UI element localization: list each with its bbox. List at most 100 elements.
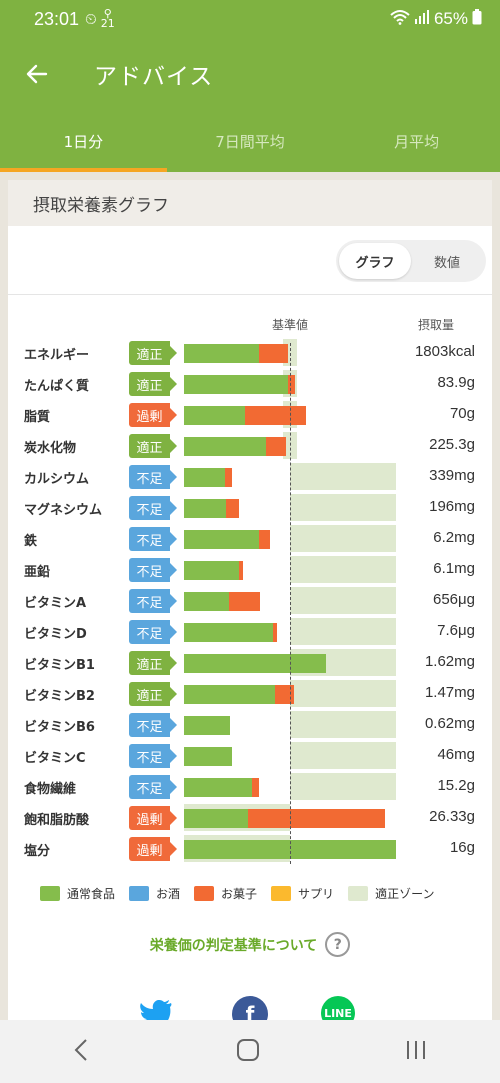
intake-bar	[184, 344, 288, 363]
nutrient-name: ビタミンA	[24, 596, 87, 611]
bar-segment-snack	[265, 437, 286, 456]
bar-segment-food	[184, 809, 248, 828]
nutrient-row: 飽和脂肪酸 過剰 26.33g	[8, 802, 492, 833]
alarm-icon: ⏲	[85, 10, 97, 28]
bar-segment-snack	[273, 623, 278, 642]
intake-value: 70g	[449, 405, 475, 422]
status-badge: 不足	[129, 713, 177, 737]
criteria-link[interactable]: 栄養価の判定基準について ?	[8, 932, 492, 957]
intake-value: 46mg	[437, 746, 475, 763]
bar-segment-snack	[226, 499, 240, 518]
bar-segment-snack	[287, 375, 296, 394]
legend-item: 適正ゾーン	[348, 885, 434, 902]
nutrient-row: 炭水化物 適正 225.3g	[8, 430, 492, 461]
legend-label: 適正ゾーン	[375, 887, 435, 901]
nutrient-name: 塩分	[24, 844, 51, 859]
nutrient-name: 飽和脂肪酸	[24, 813, 90, 828]
intake-bar	[184, 437, 286, 456]
status-bar: 23:01 ⏲ ⚲ 21 65%	[0, 0, 500, 38]
nutrient-row: マグネシウム 不足 196mg	[8, 492, 492, 523]
target-zone	[290, 680, 396, 707]
intake-value: 15.2g	[437, 777, 475, 794]
nutrient-name: ビタミンD	[24, 627, 87, 642]
intake-value: 656μg	[432, 591, 475, 608]
bar-segment-food	[184, 530, 260, 549]
legend-item: 通常食品	[40, 885, 115, 902]
intake-bar	[184, 468, 232, 487]
nutrient-row: ビタミンB2 適正 1.47mg	[8, 678, 492, 709]
status-badge: 不足	[129, 558, 177, 582]
header-intake: 摂取量	[418, 318, 455, 332]
intake-bar	[184, 530, 270, 549]
status-time: 23:01	[34, 8, 80, 29]
target-zone	[290, 711, 396, 738]
nutrient-row: カルシウム 不足 339mg	[8, 461, 492, 492]
system-nav-bar	[0, 1020, 500, 1083]
intake-bar	[184, 716, 230, 735]
tab-daily[interactable]: 1日分	[0, 110, 167, 172]
nutrient-name: 脂質	[24, 410, 51, 425]
legend-item: お菓子	[194, 885, 257, 902]
steps-indicator: ⚲ 21	[100, 7, 115, 30]
bar-segment-food	[184, 623, 274, 642]
target-zone	[290, 525, 396, 552]
nav-back-icon[interactable]	[72, 1038, 92, 1066]
steps-count: 21	[100, 17, 115, 30]
nutrient-row: ビタミンA 不足 656μg	[8, 585, 492, 616]
bar-segment-food	[184, 747, 232, 766]
legend: 通常食品 お酒 お菓子 サプリ 適正ゾーン	[40, 885, 434, 902]
status-badge: 適正	[129, 682, 177, 706]
nutrient-row: 脂質 過剰 70g	[8, 399, 492, 430]
intake-value: 1803kcal	[414, 343, 475, 360]
intake-value: 196mg	[429, 498, 475, 515]
bar-segment-food	[184, 437, 266, 456]
nutrient-name: ビタミンB2	[24, 689, 95, 704]
intake-bar	[184, 499, 240, 518]
intake-value: 26.33g	[429, 808, 475, 825]
back-button[interactable]	[0, 38, 74, 110]
page-title: アドバイス	[94, 64, 214, 90]
intake-bar	[184, 654, 327, 673]
intake-bar	[184, 747, 232, 766]
tab-monthly-average[interactable]: 月平均	[394, 132, 440, 151]
legend-swatch	[129, 886, 150, 901]
bar-segment-food	[184, 344, 260, 363]
bar-segment-food	[184, 468, 226, 487]
nutrient-rows: エネルギー 適正 1803kcal たんぱく質 適正 83.9g 脂質 過剰 70g 炭水化物 適正…	[8, 337, 492, 864]
status-badge: 不足	[129, 496, 177, 520]
intake-bar	[184, 778, 260, 797]
legend-swatch	[194, 886, 215, 901]
header-baseline: 基準値	[272, 318, 309, 332]
intake-value: 225.3g	[429, 436, 475, 453]
intake-bar	[184, 809, 386, 828]
intake-bar	[184, 561, 244, 580]
intake-bar	[184, 375, 296, 394]
wifi-icon	[390, 9, 410, 30]
tab-7day-average[interactable]: 7日間平均	[215, 132, 285, 151]
nutrient-row: 鉄 不足 6.2mg	[8, 523, 492, 554]
nav-recents-icon[interactable]	[404, 1039, 428, 1065]
numeric-view-button[interactable]: 数値	[433, 255, 460, 271]
nav-home-icon[interactable]	[236, 1038, 260, 1066]
bar-segment-snack	[275, 685, 295, 704]
status-badge: 不足	[129, 589, 177, 613]
bar-segment-food	[184, 561, 240, 580]
legend-label: 通常食品	[67, 887, 116, 901]
nutrient-row: 亜鉛 不足 6.1mg	[8, 554, 492, 585]
status-badge: 適正	[129, 651, 177, 675]
bar-segment-food	[184, 499, 227, 518]
signal-icon	[414, 9, 430, 29]
intake-bar	[184, 406, 306, 425]
nutrient-name: カルシウム	[24, 472, 90, 487]
graph-view-button[interactable]: グラフ	[339, 243, 411, 279]
intake-value: 7.6μg	[437, 622, 475, 639]
target-zone	[290, 556, 396, 583]
target-zone	[290, 742, 396, 769]
intake-value: 0.62mg	[424, 715, 475, 732]
bar-segment-food	[184, 685, 276, 704]
intake-value: 339mg	[429, 467, 475, 484]
intake-value: 1.47mg	[424, 684, 475, 701]
intake-value: 83.9g	[437, 374, 475, 391]
status-badge: 過剰	[129, 403, 177, 427]
status-badge: 不足	[129, 527, 177, 551]
